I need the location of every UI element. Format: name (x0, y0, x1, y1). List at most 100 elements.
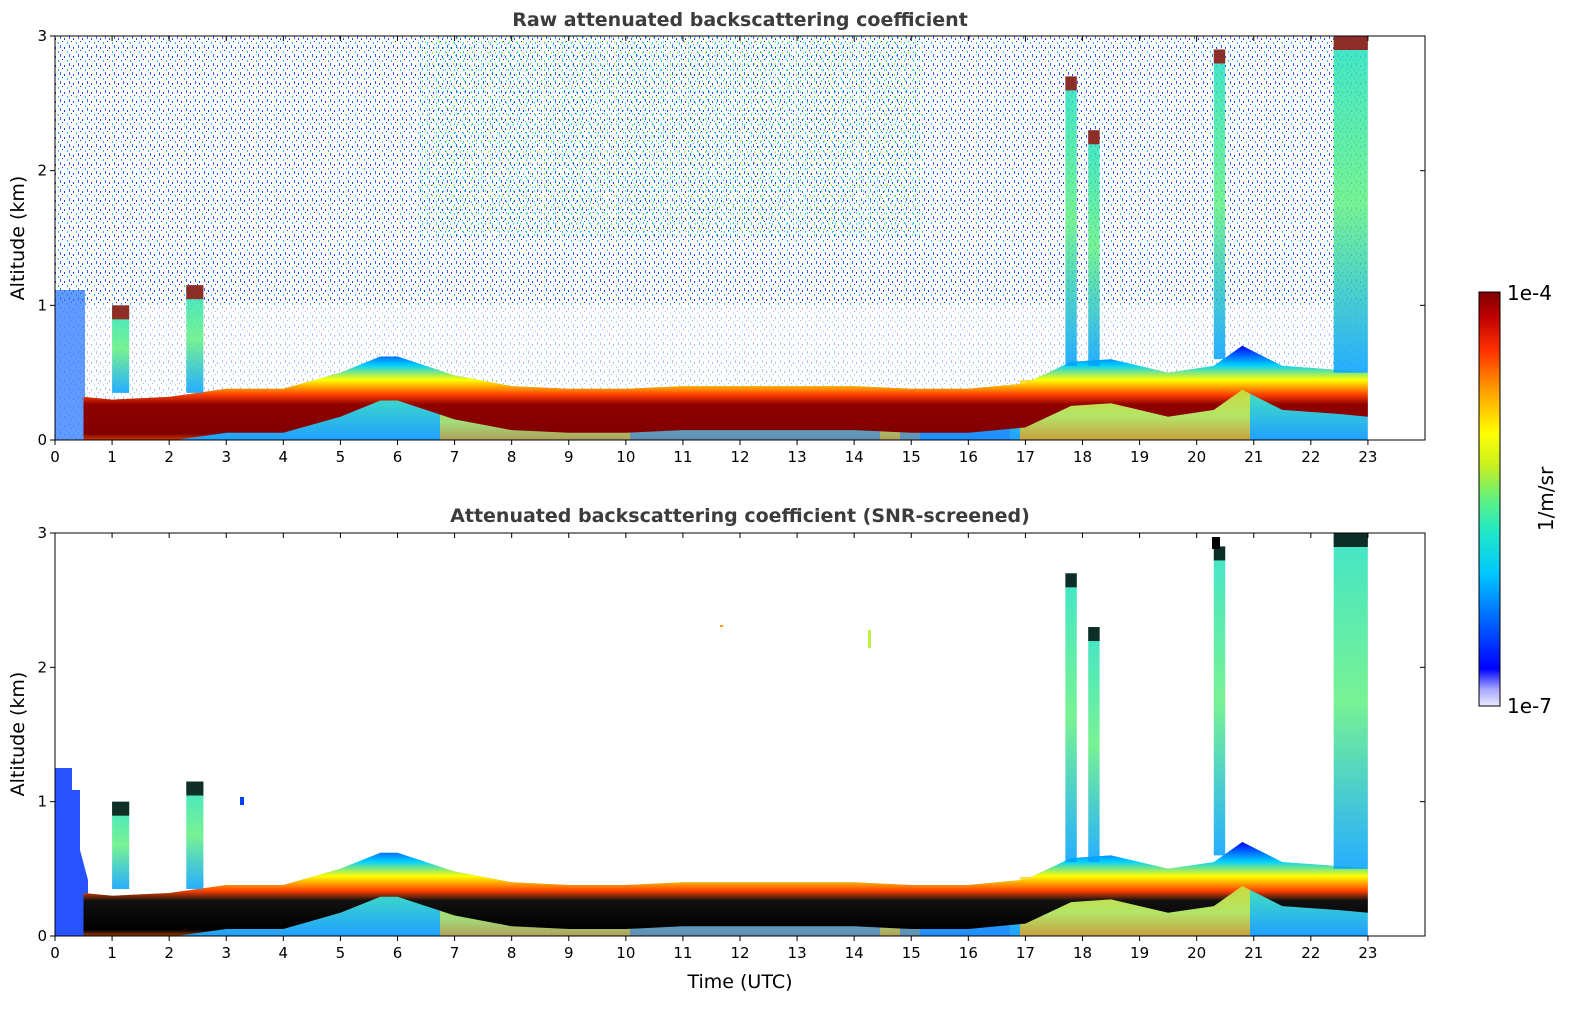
colorbar-unit-label: 1/m/sr (1534, 466, 1558, 531)
x-tick-label: 14 (845, 448, 864, 466)
x-tick-label: 21 (1244, 448, 1263, 466)
cloud-column (1065, 573, 1077, 863)
backscatter-heatmap (55, 533, 1425, 936)
x-tick-label: 1 (107, 944, 117, 962)
x-tick-label: 7 (450, 944, 460, 962)
x-tick-label: 16 (959, 944, 978, 962)
cloud-top (112, 305, 130, 320)
y-tick-label: 3 (37, 27, 47, 45)
x-tick-label: 12 (730, 448, 749, 466)
x-tick-label: 5 (336, 448, 346, 466)
y-tick-label: 2 (37, 162, 47, 180)
x-tick-label: 23 (1358, 448, 1377, 466)
x-tick-label: 1 (107, 448, 117, 466)
cloud-column (1333, 533, 1368, 869)
x-tick-label: 8 (507, 448, 517, 466)
x-tick-label: 16 (959, 448, 978, 466)
x-tick-label: 10 (616, 944, 635, 962)
y-axis-ticks: 0 1 2 3 (37, 524, 1425, 945)
x-tick-label: 17 (1016, 944, 1035, 962)
y-axis-label: Altitude (km) (7, 176, 29, 301)
cloud-column (1088, 627, 1100, 863)
x-tick-label: 11 (673, 944, 692, 962)
x-tick-label: 7 (450, 448, 460, 466)
cloud-features (112, 533, 1368, 889)
aerosol-layer-top (83, 345, 1368, 440)
x-tick-label: 8 (507, 944, 517, 962)
saturated-speck (1212, 537, 1220, 549)
x-axis-label: Time (UTC) (686, 971, 792, 993)
y-tick-label: 0 (37, 431, 47, 449)
chart-title: Attenuated backscattering coefficient (S… (450, 505, 1030, 527)
x-tick-label: 3 (221, 448, 231, 466)
x-tick-label: 21 (1244, 944, 1263, 962)
cloud-top (1333, 36, 1368, 50)
x-tick-label: 18 (1073, 944, 1092, 962)
y-axis-ticks: 0 1 2 3 (37, 27, 1425, 449)
cloud-top (1213, 49, 1226, 64)
cloud-column (1213, 546, 1226, 856)
speck (240, 797, 244, 805)
x-tick-label: 18 (1073, 448, 1092, 466)
cloud-top (112, 801, 130, 816)
snr-screened-panel: Attenuated backscattering coefficient (S… (7, 505, 1426, 993)
x-tick-label: 0 (50, 448, 60, 466)
x-tick-label: 4 (279, 944, 289, 962)
cloud-column (186, 285, 204, 393)
cloud-column (112, 801, 130, 889)
chart-title: Raw attenuated backscattering coefficien… (512, 9, 968, 31)
x-tick-label: 9 (564, 944, 574, 962)
cloud-top (186, 285, 204, 300)
x-tick-label: 15 (902, 944, 921, 962)
raw-backscatter-panel: Raw attenuated backscattering coefficien… (7, 9, 1426, 466)
x-axis-ticks: 0 1 2 3 4 5 6 7 8 9 10 11 12 13 14 15 16 17 18 19 20 21 22 23 (50, 36, 1377, 466)
x-tick-label: 22 (1301, 944, 1320, 962)
x-tick-label: 2 (164, 944, 174, 962)
cloud-top (1065, 76, 1077, 91)
x-tick-label: 17 (1016, 448, 1035, 466)
x-tick-label: 10 (616, 448, 635, 466)
cloud-column (1333, 36, 1368, 373)
aerosol-layer-top (83, 842, 1368, 936)
x-tick-label: 20 (1187, 448, 1206, 466)
no-data-region (1367, 533, 1425, 936)
x-tick-label: 19 (1130, 448, 1149, 466)
x-tick-label: 6 (393, 944, 403, 962)
cloud-column (1088, 130, 1100, 366)
x-tick-label: 3 (221, 944, 231, 962)
x-tick-label: 15 (902, 448, 921, 466)
no-data-region (1367, 36, 1425, 440)
x-tick-label: 5 (336, 944, 346, 962)
x-tick-label: 4 (279, 448, 289, 466)
x-tick-label: 14 (845, 944, 864, 962)
cloud-top (1088, 130, 1100, 145)
backscatter-heatmap (55, 36, 1425, 440)
x-tick-label: 9 (564, 448, 574, 466)
colorbar-gradient (1478, 291, 1501, 707)
x-tick-label: 23 (1358, 944, 1377, 962)
cloud-top (1333, 533, 1368, 547)
x-tick-label: 22 (1301, 448, 1320, 466)
y-tick-label: 2 (37, 658, 47, 676)
y-axis-label: Altitude (km) (7, 672, 29, 797)
y-tick-label: 1 (37, 793, 47, 811)
cloud-top (1088, 627, 1100, 642)
x-tick-label: 13 (788, 944, 807, 962)
x-tick-label: 20 (1187, 944, 1206, 962)
cloud-top (186, 781, 204, 796)
colorbar-min-label: 1e-7 (1507, 694, 1552, 718)
cloud-column (1065, 76, 1077, 366)
y-tick-label: 0 (37, 927, 47, 945)
speck (868, 630, 871, 648)
speck (720, 625, 723, 627)
colorbar: 1e-4 1e-7 1/m/sr (1478, 281, 1558, 718)
x-axis-ticks: 0 1 2 3 4 5 6 7 8 9 10 11 12 13 14 15 16 17 18 19 20 21 22 23 (50, 533, 1377, 962)
x-tick-label: 19 (1130, 944, 1149, 962)
x-tick-label: 0 (50, 944, 60, 962)
x-tick-label: 13 (788, 448, 807, 466)
y-tick-label: 3 (37, 524, 47, 542)
x-tick-label: 11 (673, 448, 692, 466)
cloud-top (1213, 546, 1226, 561)
x-tick-label: 12 (730, 944, 749, 962)
x-tick-label: 2 (164, 448, 174, 466)
